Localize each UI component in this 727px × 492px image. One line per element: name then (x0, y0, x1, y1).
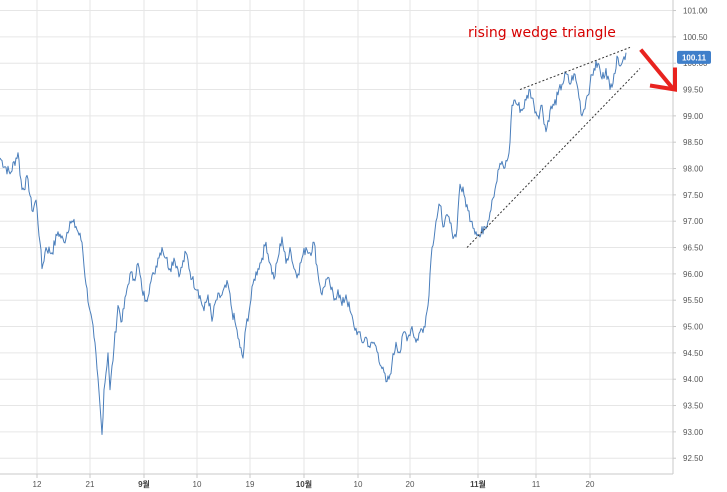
arrow-shaft (639, 48, 675, 91)
y-tick-label: 99.50 (683, 86, 704, 95)
y-tick-label: 94.00 (683, 375, 704, 384)
x-tick-label: 11월 (470, 479, 486, 489)
x-tick-label: 20 (586, 480, 595, 489)
x-axis-tick-labels: 12 21 9월 10 19 10월 10 20 11월 11 20 (33, 474, 595, 489)
y-tick-label: 93.50 (683, 402, 704, 411)
x-tick-label: 9월 (138, 479, 150, 489)
last-price-badge: 100.11 (677, 50, 711, 64)
x-tick-label: 12 (33, 480, 42, 489)
y-tick-label: 101.00 (683, 7, 708, 16)
last-price-badge-bg (677, 50, 711, 64)
x-tick-label: 10월 (296, 479, 312, 489)
y-tick-label: 97.00 (683, 217, 704, 226)
x-tick-label: 20 (406, 480, 415, 489)
y-tick-label: 97.50 (683, 191, 704, 200)
wedge-lower-line (466, 68, 641, 248)
x-tick-label: 10 (193, 480, 202, 489)
y-tick-label: 98.50 (683, 138, 704, 147)
y-tick-label: 96.00 (683, 270, 704, 279)
down-arrow-icon (639, 48, 677, 92)
y-tick-label: 100.50 (683, 33, 708, 42)
y-tick-label: 95.50 (683, 296, 704, 305)
x-tick-label: 19 (246, 480, 255, 489)
x-tick-label: 11 (532, 480, 541, 489)
annotation-label: rising wedge triangle (468, 25, 616, 41)
y-tick-label: 96.50 (683, 244, 704, 253)
price-line (0, 52, 627, 435)
y-tick-label: 92.50 (683, 454, 704, 463)
y-tick-label: 93.00 (683, 428, 704, 437)
y-tick-label: 95.00 (683, 323, 704, 332)
y-tick-label: 99.00 (683, 112, 704, 121)
price-series (0, 52, 627, 435)
plot-frame (0, 0, 674, 475)
last-price-value: 100.11 (682, 53, 707, 62)
chart-grid (0, 0, 673, 474)
arrow-head (649, 67, 677, 92)
y-tick-label: 98.00 (683, 165, 704, 174)
x-tick-label: 21 (86, 480, 95, 489)
wedge-trendlines (466, 46, 641, 248)
y-axis-tick-labels: 92.50 93.00 93.50 94.00 94.50 95.00 95.50 96.00… (673, 7, 708, 463)
y-tick-label: 94.50 (683, 349, 704, 358)
x-tick-label: 10 (354, 480, 363, 489)
